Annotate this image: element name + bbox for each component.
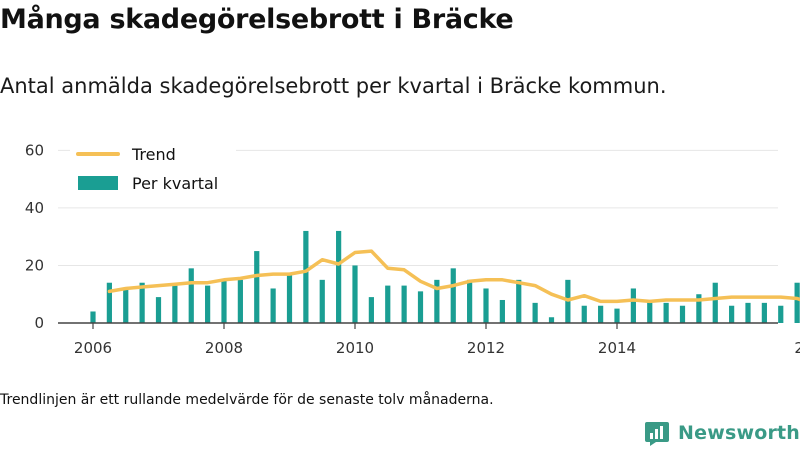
bar	[221, 279, 227, 323]
x-tick-label: 2012	[467, 339, 505, 357]
bar	[483, 288, 489, 323]
trend-series	[107, 249, 800, 304]
bar	[270, 288, 276, 323]
y-tick-label: 20	[25, 256, 44, 274]
bar	[123, 288, 129, 323]
bar	[385, 285, 391, 323]
bar	[712, 282, 718, 323]
bar	[499, 299, 505, 323]
bar	[516, 279, 522, 323]
y-tick-label: 60	[25, 141, 44, 159]
bar	[761, 302, 767, 323]
bar	[745, 302, 751, 323]
legend: Trend Per kvartal	[70, 142, 236, 202]
bar	[532, 302, 538, 323]
bar	[155, 297, 162, 323]
footnote: Trendlinjen är ett rullande medelvärde f…	[0, 392, 494, 408]
bar	[598, 305, 604, 323]
y-axis-ticks: 0 20 40 60	[25, 141, 44, 332]
newsworthy-logo-icon	[645, 422, 669, 446]
bar	[401, 285, 407, 323]
bar	[467, 279, 473, 323]
bar	[794, 282, 800, 323]
brand-logo[interactable]: Newsworthy	[644, 420, 800, 446]
bar	[352, 265, 358, 323]
bar	[286, 274, 293, 323]
x-tick-label: 2010	[336, 339, 374, 357]
bar	[581, 305, 587, 323]
bar	[630, 288, 636, 323]
bar	[548, 317, 555, 323]
x-tick-label: 2006	[74, 339, 112, 357]
legend-bar-label: Per kvartal	[132, 174, 218, 193]
x-tick-label: 2017	[794, 339, 800, 357]
bar	[679, 305, 686, 323]
y-tick-label: 0	[34, 314, 44, 332]
bar	[729, 305, 735, 323]
x-axis-ticks: 2006200820102012201420172019202120232025	[74, 323, 800, 357]
bar	[417, 291, 424, 323]
bar	[647, 299, 653, 323]
trend-line	[107, 249, 800, 304]
chart-subtitle: Antal anmälda skadegörelsebrott per kvar…	[0, 74, 667, 98]
legend-bar-swatch	[78, 176, 118, 190]
bar	[614, 308, 620, 323]
bar	[205, 285, 211, 323]
bar	[696, 294, 702, 323]
bar	[237, 279, 243, 323]
bar	[188, 268, 194, 323]
bar	[90, 311, 96, 323]
bar	[106, 282, 112, 323]
bar	[172, 285, 178, 323]
bar	[139, 282, 145, 323]
bar	[434, 279, 440, 323]
bar	[368, 297, 374, 323]
bar	[336, 230, 342, 323]
bar	[663, 302, 669, 323]
bar	[319, 279, 325, 323]
chart-title: Många skadegörelsebrott i Bräcke	[0, 4, 514, 35]
logo-text: Newsworthy	[678, 422, 800, 444]
x-tick-label: 2008	[205, 339, 243, 357]
x-tick-label: 2014	[598, 339, 636, 357]
bar	[778, 305, 784, 323]
bar	[254, 251, 260, 323]
bar	[303, 230, 309, 323]
bar	[450, 268, 456, 323]
legend-trend-label: Trend	[131, 145, 176, 164]
y-tick-label: 40	[25, 199, 44, 217]
